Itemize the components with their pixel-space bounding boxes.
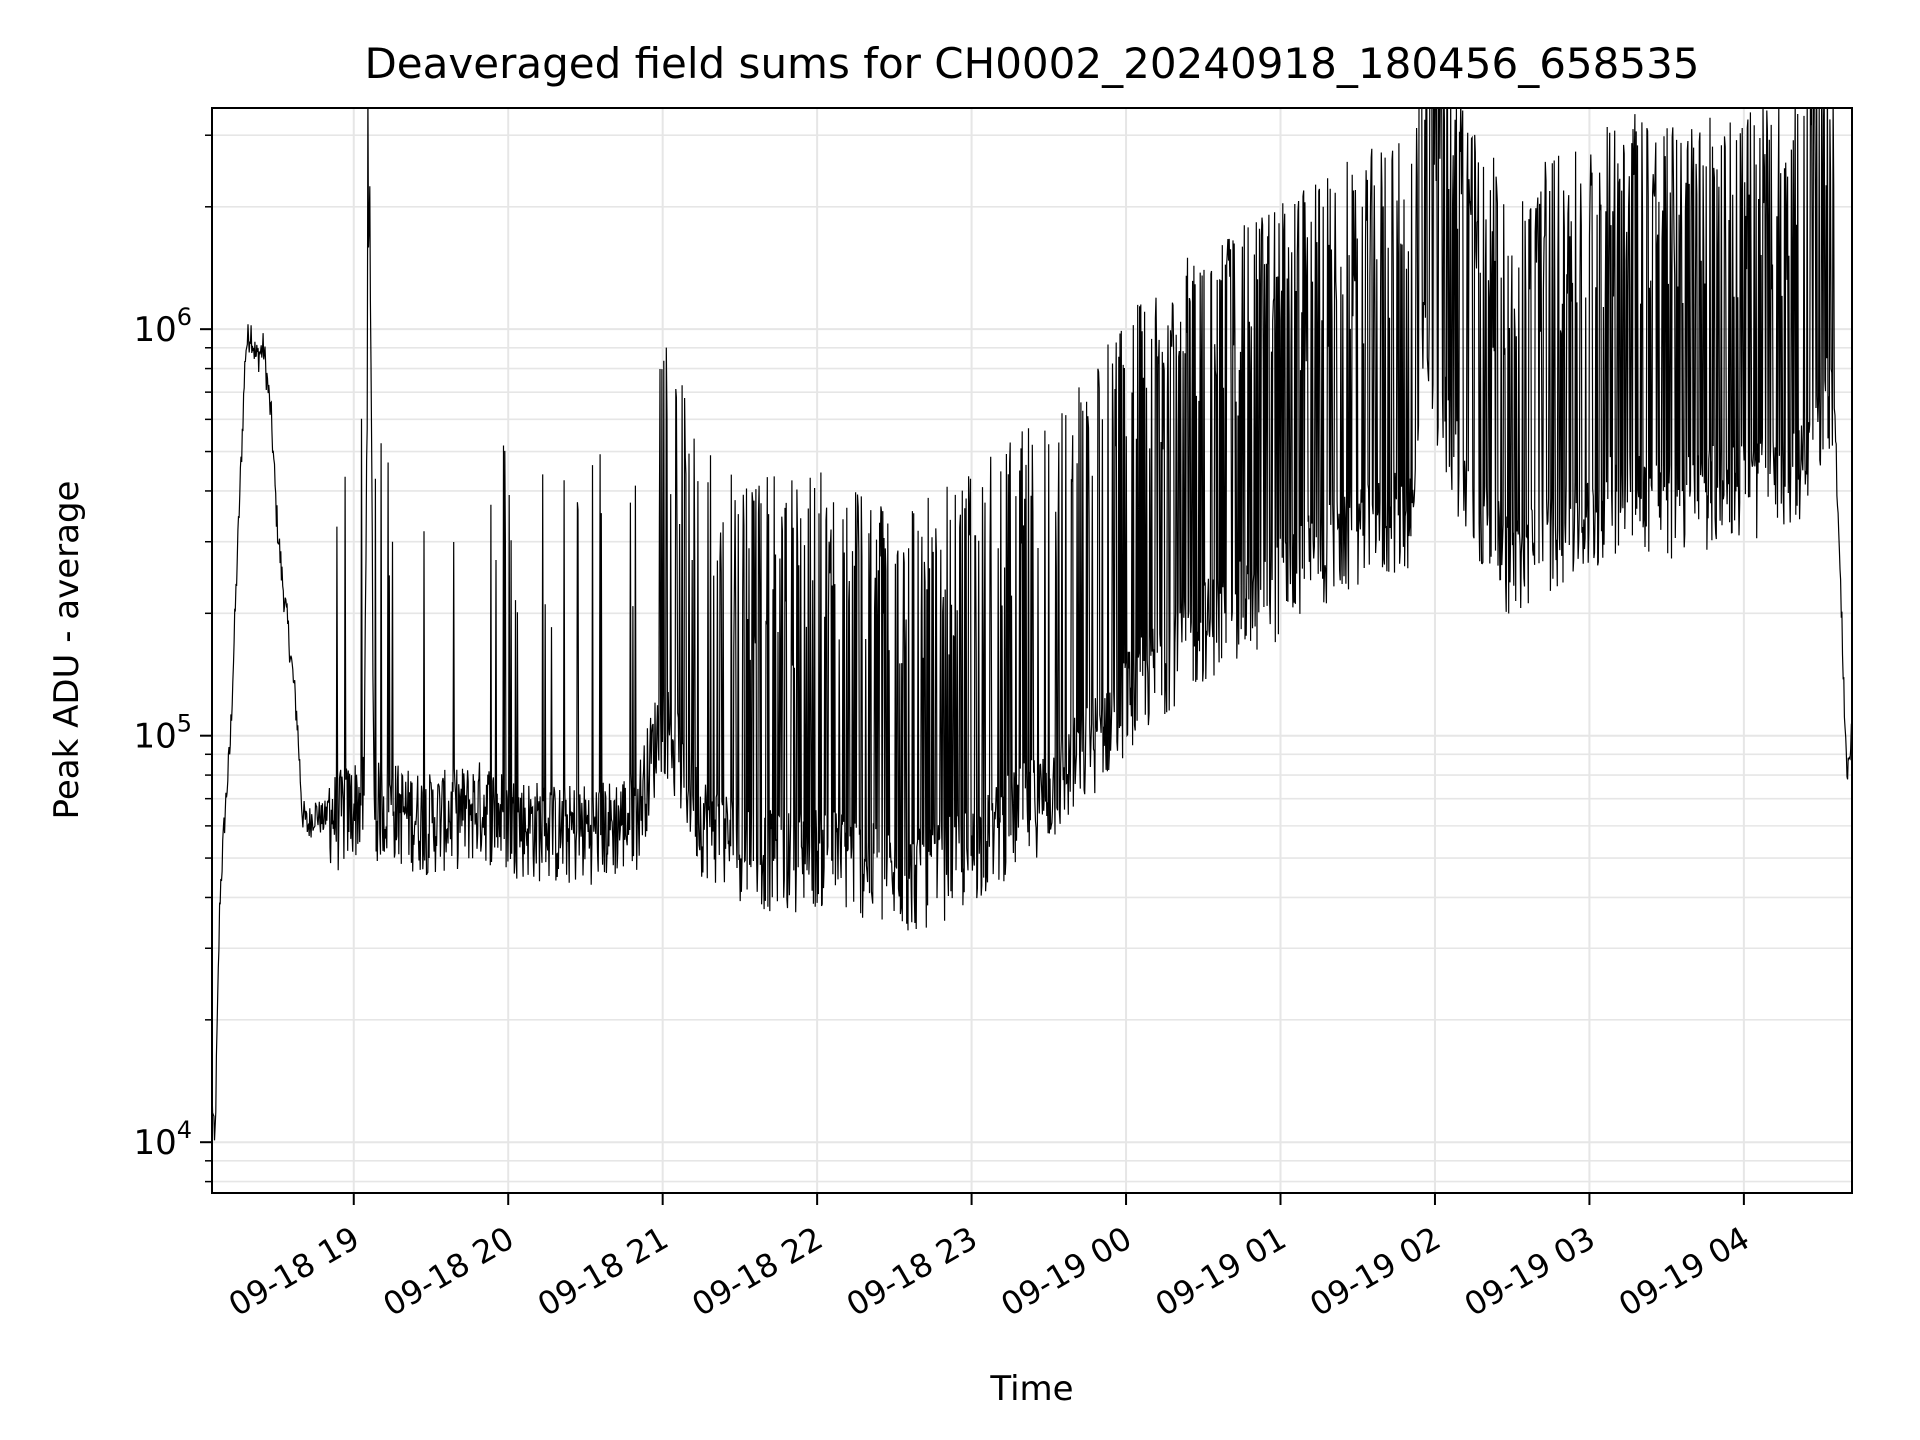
y-tick-label: 104 bbox=[133, 1116, 192, 1163]
data-series bbox=[212, 108, 1852, 1141]
y-tick-label: 106 bbox=[133, 303, 192, 350]
y-axis-label: Peak ADU - average bbox=[47, 481, 87, 820]
y-axis: 104 105 106 bbox=[133, 134, 212, 1183]
series-line bbox=[212, 108, 1852, 1141]
y-tick-label: 105 bbox=[133, 710, 192, 757]
plot-frame bbox=[211, 107, 1853, 1194]
chart-title: Deaveraged field sums for CH0002_2024091… bbox=[364, 39, 1699, 88]
x-axis-label: Time bbox=[989, 1369, 1073, 1409]
